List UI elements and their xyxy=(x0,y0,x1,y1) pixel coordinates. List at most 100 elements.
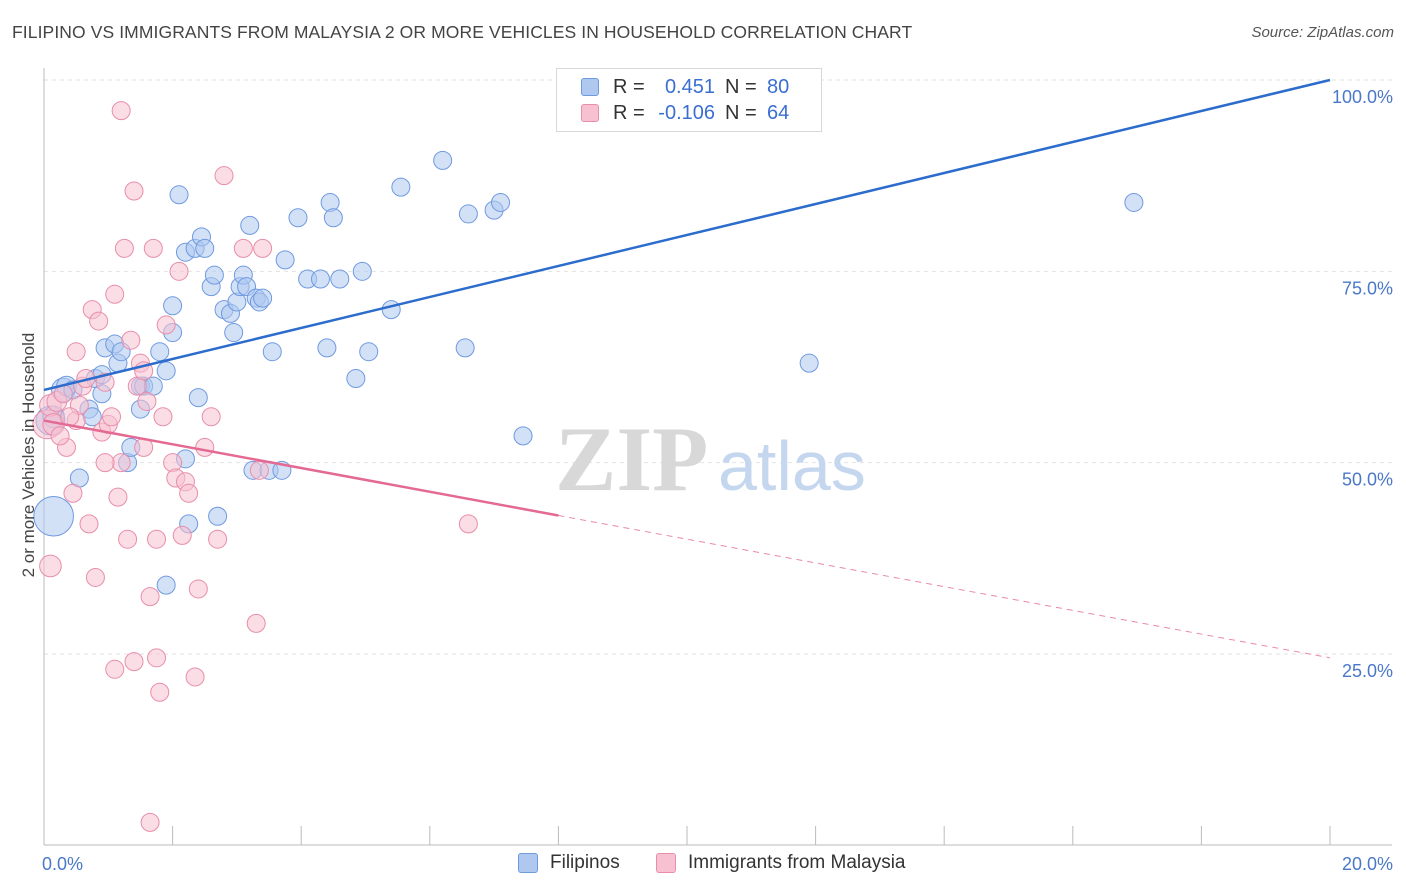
malaysia-point-47 xyxy=(208,529,228,549)
x-tick-label-min: 0.0% xyxy=(42,854,83,874)
y-tick-label-25: 25.0% xyxy=(1342,661,1393,681)
y-axis-title: 2 or more Vehicles in Household xyxy=(19,333,38,578)
watermark-atlas: atlas xyxy=(718,427,866,505)
series-legend-malaysia[interactable]: Immigrants from Malaysia xyxy=(656,852,906,874)
legend-r-value-filipinos: 0.451 xyxy=(664,75,715,98)
malaysia-point-50 xyxy=(246,613,266,633)
malaysia-point-14 xyxy=(85,567,105,587)
filipinos-point-22 xyxy=(150,342,170,362)
filipinos-point-59 xyxy=(346,368,366,388)
source-credit: Source: ZipAtlas.com xyxy=(1251,24,1394,41)
filipinos-point-49 xyxy=(262,342,282,362)
malaysia-point-34 xyxy=(150,682,170,702)
malaysia-point-43 xyxy=(185,667,205,687)
malaysia-point-44 xyxy=(188,579,208,599)
legend-n-value-filipinos: 80 xyxy=(767,75,790,98)
y-tick-label-100: 100.0% xyxy=(1332,87,1393,107)
filipinos-point-38 xyxy=(224,323,244,343)
filipinos-point-51 xyxy=(275,250,295,270)
filipinos-point-24 xyxy=(163,296,183,316)
malaysia-point-17 xyxy=(95,372,115,392)
malaysia-point-19 xyxy=(102,407,122,427)
malaysia-point-51 xyxy=(249,460,269,480)
legend-row-filipinos: R = 0.451 N = 80 xyxy=(581,75,789,99)
filipinos-point-57 xyxy=(323,208,343,228)
malaysia-point-52 xyxy=(253,238,273,258)
malaysia-point-46 xyxy=(201,407,221,427)
malaysia-point-26 xyxy=(124,652,144,672)
series-swatch-filipinos xyxy=(518,853,538,873)
malaysia-point-58 xyxy=(140,812,160,832)
malaysia-point-12 xyxy=(79,514,99,534)
malaysia-point-22 xyxy=(111,453,131,473)
malaysia-point-9 xyxy=(66,342,86,362)
filipinos-point-21 xyxy=(156,361,176,381)
malaysia-point-21 xyxy=(108,487,128,507)
watermark: ZIP atlas xyxy=(555,408,866,510)
malaysia-point-61 xyxy=(50,426,70,446)
filipinos-point-32 xyxy=(195,238,215,258)
malaysia-points xyxy=(32,101,478,832)
legend-swatch-malaysia xyxy=(581,104,599,122)
y-tick-label-50: 50.0% xyxy=(1342,470,1393,490)
chart-title: FILIPINO VS IMMIGRANTS FROM MALAYSIA 2 O… xyxy=(12,22,913,42)
tick-labels: 25.0% 50.0% 75.0% 100.0% 0.0% 20.0% xyxy=(42,87,1393,874)
legend-row-malaysia: R = -0.106 N = 64 xyxy=(581,101,789,125)
filipinos-point-47 xyxy=(253,288,273,308)
malaysia-point-37 xyxy=(163,453,183,473)
filipinos-point-72 xyxy=(156,575,176,595)
malaysia-point-1 xyxy=(39,554,62,578)
stats-legend: R = 0.451 N = 80 R = -0.106 N = 64 xyxy=(556,68,822,132)
malaysia-point-45 xyxy=(195,437,215,457)
filipinos-point-61 xyxy=(359,342,379,362)
axes xyxy=(43,68,1392,846)
series-legend: Filipinos Immigrants from Malaysia xyxy=(0,852,1406,878)
gridlines xyxy=(44,79,1392,655)
series-swatch-malaysia xyxy=(656,853,676,873)
y-tick-label-75: 75.0% xyxy=(1342,278,1393,298)
malaysia-point-24 xyxy=(118,529,138,549)
series-legend-filipinos[interactable]: Filipinos xyxy=(518,852,620,874)
filipinos-point-68 xyxy=(491,192,511,212)
malaysia-point-40 xyxy=(172,525,192,545)
malaysia-point-53 xyxy=(458,514,478,534)
series-label-malaysia: Immigrants from Malaysia xyxy=(688,852,906,873)
filipinos-point-34 xyxy=(204,265,224,285)
malaysia-point-7 xyxy=(63,483,83,503)
filipinos-points xyxy=(33,150,1144,595)
filipinos-point-70 xyxy=(799,353,819,373)
legend-r-label: R = xyxy=(613,101,645,124)
malaysia-point-35 xyxy=(153,407,173,427)
malaysia-trend-line xyxy=(43,419,559,517)
malaysia-point-32 xyxy=(143,238,163,258)
filipinos-point-35 xyxy=(208,506,228,526)
filipinos-point-64 xyxy=(433,150,453,170)
malaysia-point-63 xyxy=(95,453,115,473)
malaysia-point-49 xyxy=(233,238,253,258)
malaysia-point-42 xyxy=(179,483,199,503)
series-label-filipinos: Filipinos xyxy=(550,852,620,873)
filipinos-point-55 xyxy=(317,338,337,358)
malaysia-point-56 xyxy=(111,101,131,121)
malaysia-trend-line-extrapolated xyxy=(558,514,1331,659)
filipinos-point-66 xyxy=(458,204,478,224)
malaysia-point-59 xyxy=(147,529,167,549)
malaysia-point-57 xyxy=(124,181,144,201)
malaysia-point-31 xyxy=(140,587,160,607)
filipinos-point-30 xyxy=(188,388,208,408)
filipinos-point-0 xyxy=(33,495,74,537)
filipinos-point-71 xyxy=(1124,192,1144,212)
malaysia-point-48 xyxy=(214,166,234,186)
malaysia-point-15 xyxy=(89,311,109,331)
filipinos-point-65 xyxy=(455,338,475,358)
filipinos-point-56 xyxy=(320,192,340,212)
malaysia-point-25 xyxy=(121,330,141,350)
legend-n-label: N = xyxy=(725,101,757,124)
legend-r-value-malaysia: -0.106 xyxy=(658,101,715,124)
malaysia-point-39 xyxy=(169,261,189,281)
filipinos-point-25 xyxy=(169,185,189,205)
filipinos-point-54 xyxy=(310,269,330,289)
x-tick-label-max: 20.0% xyxy=(1342,854,1393,874)
watermark-zip: ZIP xyxy=(555,408,708,510)
